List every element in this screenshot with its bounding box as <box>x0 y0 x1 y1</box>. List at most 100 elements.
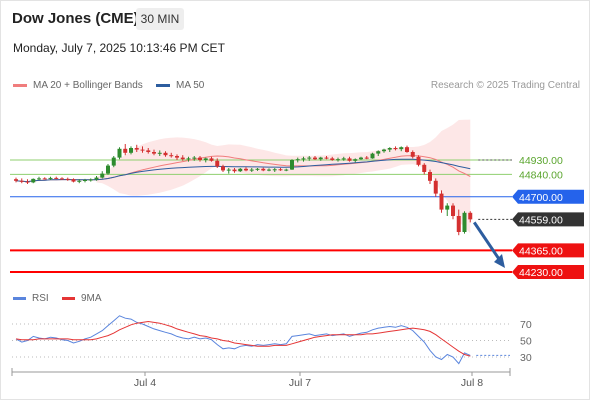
candle-body <box>146 150 151 152</box>
level-tag-44365.00 <box>512 243 584 258</box>
level-tag-44700.00 <box>512 189 584 204</box>
candle-body <box>376 151 381 154</box>
x-label-Jul 7: Jul 7 <box>289 377 311 389</box>
candle-body <box>71 179 76 182</box>
candle-body <box>284 169 289 171</box>
legend-rsi-ma: 9MA <box>62 293 102 304</box>
candle-body <box>117 148 122 158</box>
bollinger-band <box>96 119 471 234</box>
candle-body <box>106 165 110 174</box>
candle-body <box>88 179 93 181</box>
candle-body <box>65 178 70 180</box>
candle-body <box>451 205 455 216</box>
candle-body <box>221 166 225 171</box>
ma50-label: MA 50 <box>176 80 205 91</box>
candle-body <box>318 157 323 160</box>
candle-body <box>111 157 116 166</box>
candle-body <box>255 168 260 170</box>
timeframe-button[interactable]: 30 MIN <box>136 8 184 30</box>
instrument-title: Dow Jones (CME) <box>12 10 139 27</box>
level-label-44840.00: 44840.00 <box>519 169 563 181</box>
level-label-44230.00: 44230.00 <box>519 267 563 279</box>
level-tag-44230.00 <box>512 265 584 279</box>
candle-body <box>140 149 145 151</box>
candle-body <box>215 160 220 167</box>
candle-body <box>209 158 214 161</box>
candle-body <box>301 158 306 160</box>
candle-body <box>134 148 139 150</box>
candle-body <box>244 168 248 171</box>
candle-body <box>290 160 294 170</box>
candle-body <box>433 180 438 194</box>
ma20-swatch <box>13 84 27 87</box>
level-label-44700.00: 44700.00 <box>519 192 563 204</box>
candle-body <box>336 159 340 161</box>
candle-body <box>180 157 185 160</box>
x-label-Jul 4: Jul 4 <box>134 377 156 389</box>
candle-body <box>100 173 105 178</box>
forecast-arrow-head <box>494 254 505 268</box>
candle-body <box>359 157 363 160</box>
candle-body <box>48 177 53 179</box>
candle-body <box>123 148 128 153</box>
research-credit: Research © 2025 Trading Central <box>430 80 580 91</box>
x-label-Jul 8: Jul 8 <box>461 377 483 389</box>
candle-body <box>232 169 237 172</box>
candle-body <box>175 156 179 158</box>
candle-body <box>295 159 300 161</box>
chart-datetime: Monday, July 7, 2025 10:13:46 PM CET <box>13 41 225 55</box>
candle-body <box>462 212 467 232</box>
candle-body <box>439 193 444 210</box>
candle-body <box>77 180 82 182</box>
candle-body <box>31 178 36 183</box>
candle-body <box>83 180 87 181</box>
candle-body <box>249 169 254 171</box>
candle-body <box>330 158 335 160</box>
candle-body <box>399 147 404 150</box>
candle-body <box>238 168 243 172</box>
candle-body <box>422 164 427 172</box>
candle-body <box>186 158 191 160</box>
candle-body <box>272 169 277 171</box>
ma50-swatch <box>156 84 170 87</box>
candle-body <box>353 159 358 161</box>
candle-body <box>313 157 317 160</box>
candle-body <box>54 177 59 179</box>
candle-body <box>405 147 409 152</box>
rsi-label: RSI <box>32 293 49 304</box>
candle-body <box>226 169 231 171</box>
level-label-44559.00: 44559.00 <box>519 214 563 226</box>
candle-body <box>203 158 208 160</box>
candle-body <box>19 180 24 182</box>
level-label-44930.00: 44930.00 <box>519 155 563 167</box>
candle-body <box>324 157 329 159</box>
candles <box>14 144 473 236</box>
candle-body <box>152 152 156 154</box>
level-label-44365.00: 44365.00 <box>519 245 563 257</box>
candle-body <box>14 179 18 181</box>
candle-body <box>428 172 432 181</box>
candle-body <box>37 178 41 180</box>
candle-body <box>370 153 375 159</box>
candle-body <box>416 156 421 165</box>
rsi-tick-70: 70 <box>520 319 532 331</box>
candle-body <box>163 152 168 156</box>
legend-ma20: MA 20 + Bollinger Bands <box>13 80 143 91</box>
legend-rsi: RSI <box>13 293 49 304</box>
candle-body <box>169 155 174 157</box>
candle-body <box>468 212 473 220</box>
candle-body <box>364 157 369 159</box>
candle-body <box>25 181 30 183</box>
candle-body <box>393 148 398 150</box>
candle-body <box>341 158 346 160</box>
rsi-tick-30: 30 <box>520 352 532 364</box>
candle-body <box>192 157 197 159</box>
forecast-arrow <box>473 221 503 263</box>
rsi-ma-line <box>15 320 471 357</box>
rsi-ma-swatch <box>62 297 75 300</box>
level-tag-44559.00 <box>512 212 584 227</box>
rsi-swatch <box>13 297 26 300</box>
legend-ma50: MA 50 <box>156 80 204 91</box>
candle-body <box>60 178 64 180</box>
